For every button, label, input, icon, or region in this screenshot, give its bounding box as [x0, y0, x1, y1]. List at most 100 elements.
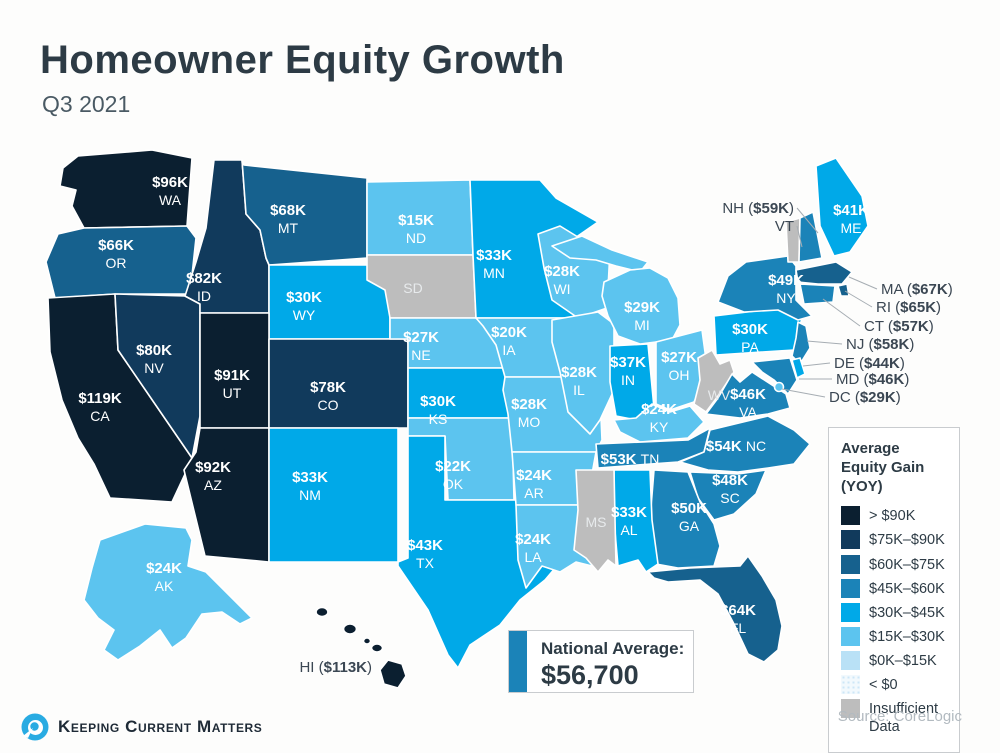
header: Homeowner Equity Growth Q3 2021	[40, 38, 565, 118]
state-VA	[705, 371, 791, 419]
state-label: $66K OR	[98, 237, 134, 271]
callout-RI: RI ($65K)	[876, 299, 941, 316]
state-label: $50K GA	[671, 500, 707, 534]
brand-name: Keeping Current Matters	[58, 717, 263, 736]
state-MD	[751, 357, 798, 395]
legend-items: > $90K $75K–$90K $60K–$75K $45K–$60K $30K–$4…	[841, 506, 949, 736]
state-label: WV	[708, 387, 731, 403]
page-title: Homeowner Equity Growth	[40, 38, 565, 82]
state-label: $15K ND	[398, 212, 434, 246]
state-label: $68K MT	[270, 202, 306, 236]
legend-item-label: < $0	[869, 677, 898, 694]
legend-swatch	[841, 578, 860, 598]
legend-item: Insufficient Data	[841, 699, 949, 736]
legend-item-label: $30K–$45K	[869, 604, 945, 621]
national-average-callout: National Average: $56,700	[508, 630, 694, 693]
legend: Average Equity Gain (YOY) > $90K $75K–$90…	[828, 427, 960, 753]
callout-CT: CT ($57K)	[864, 318, 934, 335]
state-label: $27K OH	[661, 349, 697, 383]
state-label: $46K VA	[730, 386, 766, 420]
state-CT	[799, 283, 836, 305]
state-label: $54K NC	[706, 438, 766, 455]
state-label: $92K AZ	[195, 459, 231, 493]
state-label: $53K TN	[601, 451, 660, 468]
state-AL	[613, 469, 659, 573]
state-label: $48K SC	[712, 472, 748, 506]
callout-MA: MA ($67K)	[881, 281, 953, 298]
callout-NJ: NJ ($58K)	[846, 336, 914, 353]
source-attribution: Source: CoreLogic	[837, 708, 962, 725]
state-label: $119K CA	[78, 390, 122, 424]
state-label: $49K NY	[768, 272, 804, 306]
state-label: $24K LA	[515, 531, 551, 565]
legend-swatch	[841, 554, 860, 574]
callout-HI: HI ($113K)	[299, 659, 372, 676]
legend-item-label: $15K–$30K	[869, 628, 945, 645]
state-DC-marker	[773, 381, 785, 393]
callout-DE: DE ($44K)	[834, 355, 905, 372]
legend-item: < $0	[841, 675, 949, 695]
state-MI	[601, 267, 681, 345]
national-average-value: $56,700	[541, 660, 639, 690]
footer-brand: Keeping Current Matters	[20, 712, 262, 742]
state-HI-big-island	[379, 659, 407, 689]
legend-item: $30K–$45K	[841, 602, 949, 622]
legend-item-label: $45K–$60K	[869, 580, 945, 597]
legend-swatch	[841, 651, 860, 670]
callout-MD: MD ($46K)	[836, 371, 909, 388]
legend-item: $60K–$75K	[841, 554, 949, 574]
state-label: $22K OK	[435, 458, 471, 492]
national-average-label: National Average:	[541, 639, 685, 658]
state-label: $30K KS	[420, 393, 456, 427]
callout-VT: VT	[775, 218, 794, 235]
page-subtitle: Q3 2021	[42, 91, 131, 117]
state-FL	[647, 555, 783, 663]
state-DE	[791, 357, 806, 379]
callout-NH: NH ($59K)	[722, 200, 794, 217]
state-label: $29K MI	[624, 299, 660, 333]
legend-swatch	[841, 699, 860, 719]
state-HI-island-2	[342, 623, 358, 635]
state-label: $41K ME	[833, 202, 869, 236]
national-average-accent-bar	[509, 631, 527, 692]
legend-swatch	[841, 626, 860, 646]
state-ME	[815, 157, 869, 257]
state-label: $96K WA	[152, 174, 188, 208]
legend-title: Average Equity Gain (YOY)	[841, 440, 925, 495]
state-label: $91K UT	[214, 367, 250, 401]
state-label: $82K ID	[186, 270, 222, 304]
state-label: $78K CO	[310, 379, 346, 413]
state-label: $80K NV	[136, 342, 172, 376]
legend-item-label: $75K–$90K	[869, 532, 945, 549]
legend-item-label: $60K–$75K	[869, 556, 945, 573]
legend-item-label: Insufficient Data	[869, 701, 939, 736]
state-label: $33K AL	[611, 504, 647, 538]
legend-swatch	[841, 530, 860, 550]
legend-swatch	[841, 602, 860, 622]
state-label: $24K KY	[641, 401, 677, 435]
state-KY	[613, 403, 705, 443]
state-NC	[679, 415, 811, 473]
kcm-logo-icon	[21, 713, 49, 741]
state-WV	[693, 349, 735, 413]
state-label: $27K NE	[403, 329, 439, 363]
state-label: $33K NM	[292, 469, 328, 503]
state-label: SD	[403, 280, 422, 296]
state-MA	[795, 261, 853, 285]
state-label: $33K MN	[476, 247, 512, 281]
state-IL	[551, 311, 615, 435]
state-label: $37K IN	[610, 354, 646, 388]
state-HI-island-3	[362, 637, 372, 645]
legend-item: $15K–$30K	[841, 626, 949, 646]
state-label: $64K FL	[720, 602, 756, 636]
state-HI-island-4	[370, 643, 384, 653]
state-label: $20K IA	[491, 324, 527, 358]
legend-item-label: > $90K	[869, 508, 916, 525]
state-AK	[83, 523, 253, 661]
legend-swatch	[841, 506, 860, 526]
callout-DC: DC ($29K)	[829, 389, 901, 406]
state-NH	[798, 211, 823, 263]
callout-leader-lines	[781, 207, 878, 398]
legend-item: $0K–$15K	[841, 651, 949, 670]
